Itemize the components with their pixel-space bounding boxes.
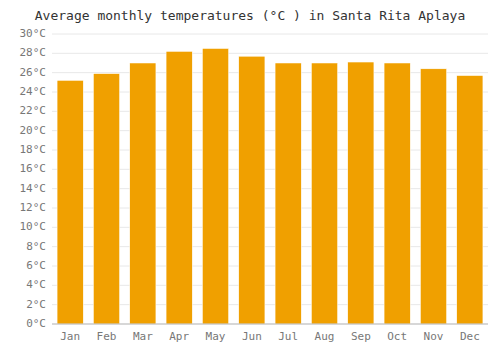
y-tick-label: 26°C [20, 66, 47, 79]
x-tick-label: Jul [278, 330, 298, 343]
y-tick-label: 2°C [26, 298, 46, 311]
title: Average monthly temperatures (°C ) in Sa… [35, 8, 465, 23]
bar [202, 49, 228, 325]
x-tick-label: Dec [460, 330, 480, 343]
y-tick-label: 16°C [20, 162, 47, 175]
y-tick-label: 30°C [20, 27, 47, 40]
y-tick-label: 24°C [20, 85, 47, 98]
bar [57, 80, 83, 324]
x-tick-label: Jan [60, 330, 80, 343]
bars [57, 49, 483, 325]
y-tick-label: 20°C [20, 124, 47, 137]
y-tick-label: 10°C [20, 220, 47, 233]
x-tick-label: Nov [424, 330, 444, 343]
y-tick-label: 0°C [26, 317, 46, 330]
bar [457, 76, 483, 324]
x-tick-label: May [206, 330, 226, 343]
x-tick-label: Jun [242, 330, 262, 343]
y-tick-label: 14°C [20, 182, 47, 195]
bar [166, 51, 192, 324]
x-tick-label: Oct [387, 330, 407, 343]
grid-line [52, 324, 488, 325]
bar [93, 74, 119, 324]
grid [52, 34, 488, 324]
bar [275, 63, 301, 324]
y-tick-label: 18°C [20, 143, 47, 156]
x-tick-label: Feb [97, 330, 117, 343]
bar [311, 63, 337, 324]
y-tick-label: 6°C [26, 259, 46, 272]
x-tick-label: Sep [351, 330, 371, 343]
x-tick-label: Apr [169, 330, 189, 343]
grid-line [52, 34, 488, 35]
y-tick-label: 4°C [26, 278, 46, 291]
grid-line [52, 53, 488, 54]
x-tick-label: Mar [133, 330, 153, 343]
chart: Average monthly temperatures (°C ) in Sa… [0, 0, 500, 350]
bar [420, 69, 446, 324]
x-tick-label: Aug [315, 330, 335, 343]
x-axis-line [52, 324, 488, 325]
y-tick-label: 28°C [20, 46, 47, 59]
bar [130, 63, 156, 324]
y-tick-label: 8°C [26, 240, 46, 253]
y-tick-label: 22°C [20, 104, 47, 117]
y-tick-label: 12°C [20, 201, 47, 214]
bar [239, 56, 265, 324]
bar [348, 62, 374, 324]
bar [384, 63, 410, 324]
